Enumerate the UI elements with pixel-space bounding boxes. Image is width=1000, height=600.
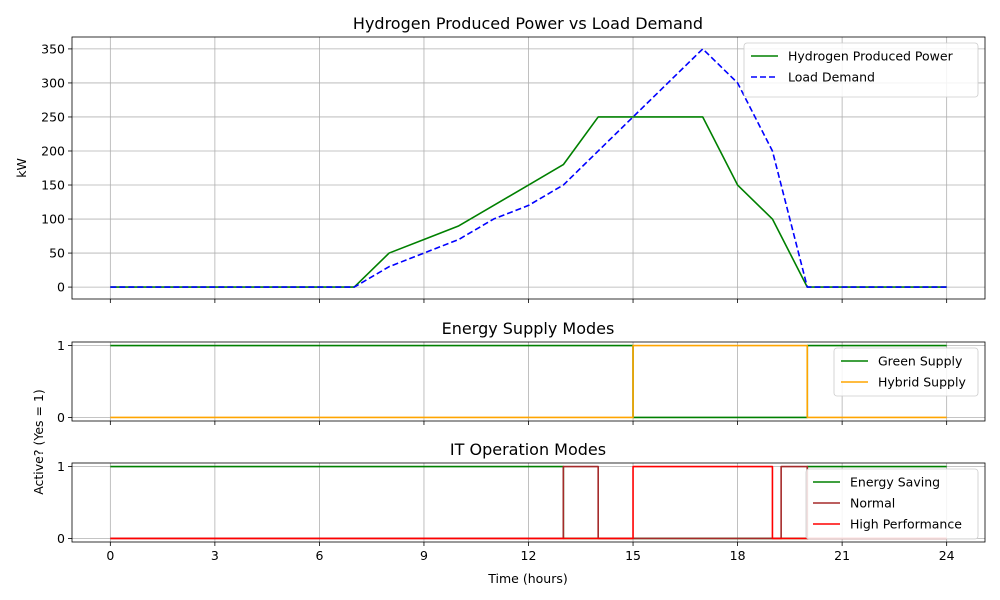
series-line-it-2 (110, 465, 947, 540)
y-tick-label: 100 (41, 212, 65, 227)
y-tick-label: 1 (57, 338, 65, 353)
legend-label: High Performance (850, 517, 962, 532)
y-tick-label: 300 (41, 75, 65, 90)
legend-power: Hydrogen Produced Power Load Demand (743, 42, 979, 98)
x-tick-label: 21 (834, 548, 850, 563)
legend-box (743, 42, 979, 98)
x-axis-label: Time (hours) (487, 571, 567, 586)
series-line-power-1 (110, 48, 947, 288)
chart-title-it: IT Operation Modes (450, 440, 606, 459)
y-tick-label: 250 (41, 109, 65, 124)
chart-title-supply: Energy Supply Modes (442, 319, 615, 338)
series-line-supply-1 (110, 344, 947, 419)
legend-label: Normal (850, 496, 895, 511)
y-tick-label: 50 (49, 246, 65, 261)
x-tick-label: 3 (211, 548, 219, 563)
legend-box (833, 347, 979, 397)
legend-label: Energy Saving (850, 475, 940, 490)
y-tick-label: 0 (57, 531, 65, 546)
subplot-it: 0 3 6 9 12 15 18 21 24 0 1 Energy Saving Normal High … (57, 459, 986, 563)
legend-box (805, 468, 979, 540)
x-tick-label: 6 (315, 548, 323, 563)
x-tick-label: 18 (730, 548, 746, 563)
x-tick-label: 15 (625, 548, 641, 563)
y-tick-label: 1 (57, 459, 65, 474)
subplot-supply: 0 1 Green Supply Hybrid Supply (57, 338, 986, 425)
x-tick-label: 24 (939, 548, 955, 563)
y-axis-label-power: kW (14, 158, 29, 178)
x-tick-label: 12 (521, 548, 537, 563)
subplot-power: 0 50 100 150 200 250 300 350 Hydrogen Produced P… (41, 36, 986, 303)
series-line-supply-0 (110, 344, 947, 419)
chart-title-power: Hydrogen Produced Power vs Load Demand (353, 14, 703, 33)
y-axis-label-shared: Active? (Yes = 1) (31, 389, 46, 495)
legend-it: Energy Saving Normal High Performance (805, 468, 979, 540)
legend-label: Green Supply (878, 354, 963, 369)
legend-supply: Green Supply Hybrid Supply (833, 347, 979, 397)
legend-label: Hybrid Supply (878, 375, 966, 390)
x-tick-label: 0 (106, 548, 114, 563)
y-tick-label: 200 (41, 143, 65, 158)
legend-label: Load Demand (788, 70, 875, 85)
y-tick-label: 150 (41, 178, 65, 193)
y-tick-label: 350 (41, 41, 65, 56)
x-tick-label: 9 (420, 548, 428, 563)
y-tick-label: 0 (57, 410, 65, 425)
legend-label: Hydrogen Produced Power (788, 49, 954, 64)
y-tick-label: 0 (57, 280, 65, 295)
